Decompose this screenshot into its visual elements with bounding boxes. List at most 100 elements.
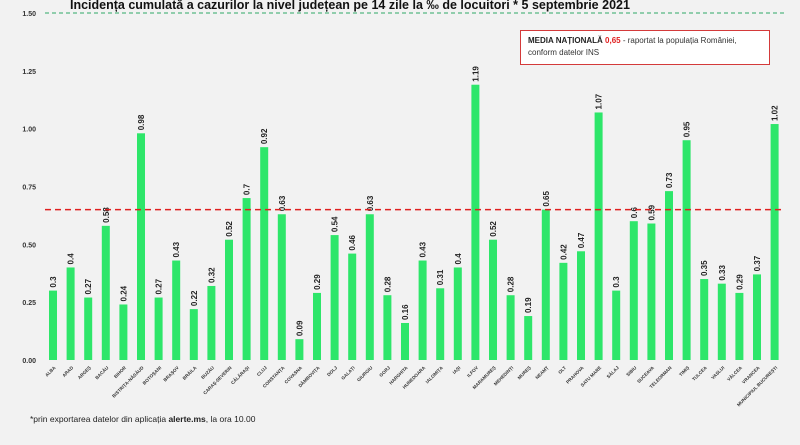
x-category-label: BRĂILA <box>181 364 198 381</box>
x-category-label: BISTRIȚA-NĂSĂUD <box>111 364 146 399</box>
bar-value-label: 0.42 <box>559 244 568 260</box>
bar <box>612 290 621 360</box>
bar <box>84 297 93 360</box>
bar <box>365 214 374 360</box>
bar-value-label: 0.52 <box>225 221 234 237</box>
bar <box>154 297 163 360</box>
legend-label: MEDIA NAȚIONALĂ <box>528 36 603 45</box>
y-tick-label: 0.25 <box>22 300 36 307</box>
bar <box>629 221 638 360</box>
x-category-label: IALOMIȚA <box>425 365 445 385</box>
bar <box>348 253 357 360</box>
bar <box>101 225 110 360</box>
national-average-legend: MEDIA NAȚIONALĂ 0,65 - raportat la popul… <box>520 30 770 65</box>
bar <box>401 322 409 360</box>
bar <box>471 84 480 361</box>
x-category-label: OLT <box>557 365 567 375</box>
bar <box>313 292 321 360</box>
bar <box>541 209 550 360</box>
bar <box>383 295 392 360</box>
bar-value-label: 0.98 <box>137 114 146 130</box>
bar-value-label: 0.65 <box>542 191 551 207</box>
y-tick-label: 1.00 <box>22 127 36 134</box>
bar <box>770 124 779 360</box>
bar-value-label: 0.27 <box>84 278 93 294</box>
bar <box>577 251 585 360</box>
bar-value-label: 0.4 <box>67 253 76 265</box>
x-category-label: ARGEȘ <box>77 365 93 381</box>
footnote: *prin exportarea datelor din aplicația a… <box>30 414 255 424</box>
bar-value-label: 0.54 <box>331 216 340 232</box>
bar <box>524 316 533 360</box>
bar <box>119 304 128 360</box>
x-category-label: BACĂU <box>94 364 110 380</box>
bar <box>753 274 761 360</box>
legend-value: 0,65 <box>605 36 621 45</box>
x-category-label: IAȘI <box>452 365 463 376</box>
bar-value-label: 0.35 <box>700 260 709 276</box>
x-category-label: SIBIU <box>625 365 638 378</box>
x-category-label: GORJ <box>378 365 391 378</box>
x-category-label: NEAMȚ <box>534 365 549 380</box>
bar-value-label: 0.43 <box>419 241 428 257</box>
bar <box>277 214 286 360</box>
bar-value-label: 0.47 <box>577 232 586 248</box>
bar-value-label: 0.33 <box>718 265 727 281</box>
bar-value-label: 0.32 <box>207 267 216 283</box>
bar <box>717 283 726 360</box>
bar-value-label: 1.02 <box>771 105 780 121</box>
x-category-label: TULCEA <box>691 365 708 382</box>
bar-value-label: 0.19 <box>524 297 533 313</box>
y-tick-label: 0.75 <box>22 185 36 192</box>
bar-value-label: 0.29 <box>735 274 744 290</box>
bar <box>137 133 145 360</box>
bar <box>735 292 744 360</box>
legend-rest: - raportat la populația României, <box>620 36 737 45</box>
bar-value-label: 0.73 <box>665 172 674 188</box>
bar-value-label: 0.92 <box>260 128 269 144</box>
bar <box>436 288 445 360</box>
bar-value-label: 0.28 <box>507 276 516 292</box>
bar-value-label: 0.3 <box>612 276 621 288</box>
bar-value-label: 0.58 <box>102 207 111 223</box>
bar-value-label: 0.43 <box>172 241 181 257</box>
bar <box>489 239 497 360</box>
footnote-suffix: , la ora 10.00 <box>205 414 256 424</box>
y-tick-label: 0.00 <box>22 358 36 365</box>
bar <box>594 112 603 361</box>
bar-value-label: 0.3 <box>49 276 58 288</box>
bar-value-label: 0.24 <box>119 285 128 301</box>
x-category-label: ILFOV <box>466 365 480 379</box>
bar <box>330 235 339 360</box>
bar <box>189 309 198 360</box>
x-category-label: GIURGIU <box>356 365 374 383</box>
x-category-label: BUZĂU <box>199 364 215 380</box>
bar <box>418 260 427 360</box>
bar-value-label: 1.19 <box>471 66 480 82</box>
bar-value-label: 0.46 <box>348 234 357 250</box>
bar-value-label: 0.63 <box>366 195 375 211</box>
bar <box>295 339 304 360</box>
bar <box>665 191 673 360</box>
x-category-label: SĂLAJ <box>605 364 620 379</box>
bar <box>700 279 709 360</box>
y-tick-label: 1.50 <box>22 11 36 18</box>
x-category-label: GALAȚI <box>340 365 356 381</box>
y-tick-label: 0.50 <box>22 242 36 249</box>
x-category-label: DOLJ <box>326 365 339 378</box>
bar <box>49 290 57 360</box>
x-category-label: VASLUI <box>710 365 725 380</box>
legend-line-1: MEDIA NAȚIONALĂ 0,65 - raportat la popul… <box>528 35 762 47</box>
bar <box>260 147 269 360</box>
bar <box>682 140 691 360</box>
bar <box>647 223 656 360</box>
x-category-label: CĂLĂRAȘI <box>229 364 251 386</box>
chart-title: Incidența cumulată a cazurilor la nivel … <box>70 0 630 12</box>
bar-value-label: 0.29 <box>313 274 322 290</box>
legend-line-2: conform datelor INS <box>528 48 600 57</box>
bar <box>172 260 181 360</box>
bar-value-label: 0.09 <box>295 320 304 336</box>
bar <box>242 198 251 360</box>
